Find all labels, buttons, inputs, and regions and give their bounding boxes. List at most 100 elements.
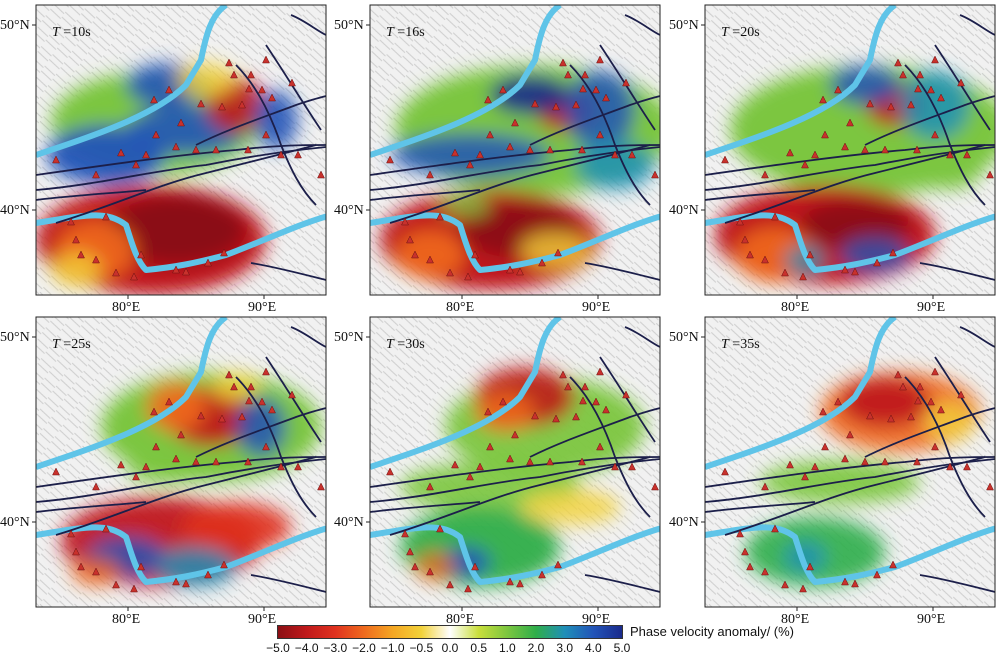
fault-line [389, 456, 651, 536]
seismic-station-marker [258, 397, 266, 406]
seismic-station-marker [112, 268, 120, 277]
seismic-station-marker [957, 390, 965, 399]
seismic-station-marker [866, 99, 874, 108]
seismic-station-marker [471, 562, 479, 571]
colorbar-tick-label: 0.5 [470, 641, 487, 655]
seismic-station-marker [172, 265, 180, 274]
seismic-station-marker [277, 462, 285, 471]
colorbar-tick-label: 5.0 [613, 641, 631, 655]
map-panel-3: T =20s 50°N 40°N 80°E 90°E [669, 4, 996, 315]
seismic-station-marker [516, 579, 524, 588]
fault-line [235, 64, 317, 206]
lat-label-south: 40°N [334, 515, 364, 530]
lon-label-east: 90°E [917, 300, 946, 315]
map-frame [369, 4, 661, 296]
lon-label-west: 80°E [446, 300, 475, 315]
fault-line [529, 95, 660, 146]
seismic-station-marker [851, 267, 859, 276]
map-frame [704, 316, 996, 608]
lat-label-north: 50°N [669, 330, 699, 345]
seismic-station-marker [564, 382, 572, 391]
seismic-station-marker [142, 462, 150, 471]
fault-line [195, 407, 326, 458]
block-boundary-1 [36, 317, 228, 470]
period-value: =16s [393, 25, 425, 40]
seismic-station-marker [165, 85, 173, 94]
fault-line [919, 574, 995, 593]
fault-line [599, 356, 656, 443]
seismic-station-marker [92, 482, 100, 491]
seismic-station-marker [386, 155, 394, 164]
seismic-station-marker [611, 150, 619, 159]
seismic-station-marker [986, 170, 994, 179]
seismic-station-marker [931, 130, 939, 139]
anomaly-patch [176, 62, 236, 98]
seismic-station-marker [244, 457, 252, 466]
seismic-station-marker [288, 78, 296, 87]
seismic-station-marker [177, 118, 185, 127]
period-symbol: T [52, 337, 60, 352]
seismic-station-marker [137, 562, 145, 571]
seismic-station-marker [142, 150, 150, 159]
seismic-station-marker [881, 145, 889, 154]
seismic-station-marker [317, 482, 325, 491]
seismic-station-marker [579, 396, 587, 405]
seismic-station-marker [559, 58, 567, 67]
fault-line [864, 407, 995, 458]
seismic-station-marker [152, 130, 160, 139]
seismic-station-marker [986, 482, 994, 491]
seismic-station-marker [602, 405, 610, 414]
seismic-station-marker [887, 102, 895, 111]
seismic-station-marker [889, 560, 897, 569]
fault-line [584, 574, 660, 593]
seismic-station-marker [931, 367, 939, 376]
fault-line [36, 501, 147, 513]
seismic-station-marker [172, 454, 180, 463]
anomaly-patch [395, 230, 465, 280]
seismic-station-marker [861, 457, 869, 466]
period-symbol: T [386, 25, 394, 40]
fault-line [290, 326, 326, 348]
seismic-station-marker [834, 397, 842, 406]
seismic-station-marker [881, 457, 889, 466]
seismic-station-marker [963, 150, 971, 159]
seismic-station-marker [165, 397, 173, 406]
colorbar-tick-label: 2.0 [527, 641, 545, 655]
seismic-station-marker [581, 382, 589, 391]
seismic-station-marker [538, 258, 546, 267]
fault-line [389, 144, 651, 224]
fault-line [569, 376, 651, 518]
anomaly-patch [440, 193, 490, 217]
colorbar-tick-label: 3.0 [556, 641, 573, 655]
seismic-station-marker [559, 370, 567, 379]
seismic-station-marker [268, 405, 276, 414]
seismic-station-marker [446, 268, 454, 277]
seismic-station-marker [821, 130, 829, 139]
seismic-station-marker [225, 58, 233, 67]
seismic-station-marker [426, 567, 434, 576]
colorbar-tick-label: 1.0 [498, 641, 516, 655]
seismic-station-marker [819, 95, 827, 104]
seismic-station-marker [225, 370, 233, 379]
seismic-station-marker [262, 130, 270, 139]
seismic-station-marker [52, 467, 60, 476]
seismic-station-marker [538, 570, 546, 579]
seismic-station-marker [913, 145, 921, 154]
seismic-station-marker [177, 430, 185, 439]
colorbar-tick-label: −3.0 [323, 641, 348, 655]
seismic-station-marker [801, 160, 809, 169]
period-symbol: T [52, 25, 60, 40]
seismic-station-marker [137, 250, 145, 259]
seismic-station-marker [150, 407, 158, 416]
seismic-station-marker [476, 462, 484, 471]
seismic-station-marker [411, 250, 419, 259]
period-value: =10s [59, 25, 91, 40]
seismic-station-marker [102, 524, 110, 533]
anomaly-patch [490, 75, 570, 115]
seismic-station-marker [819, 407, 827, 416]
seismic-station-marker [506, 265, 514, 274]
seismic-station-marker [436, 524, 444, 533]
lon-label-west: 80°E [112, 300, 141, 315]
seismic-station-marker [846, 430, 854, 439]
colorbar-tick-label: 4.0 [584, 641, 602, 655]
